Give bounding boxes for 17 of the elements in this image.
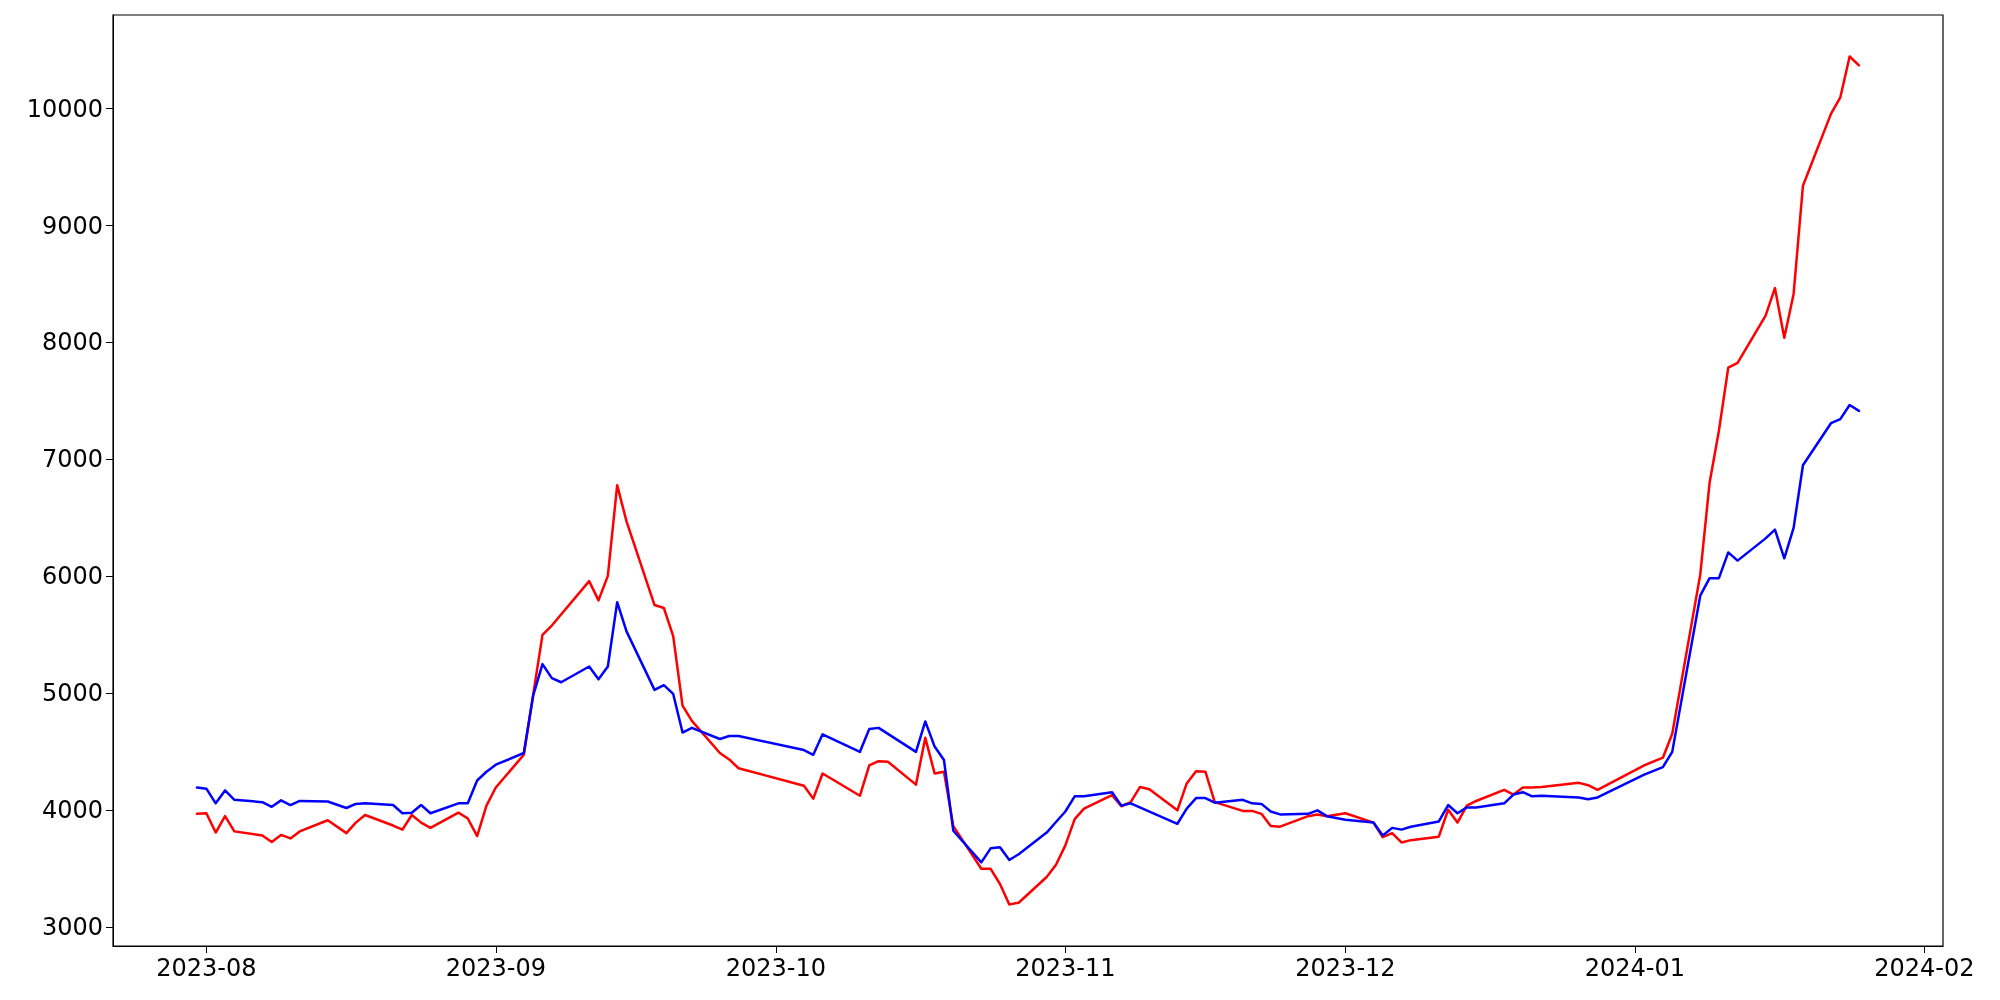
y-tick-label: 5000 xyxy=(41,679,103,708)
x-tick-label: 2023-12 xyxy=(1295,954,1396,982)
x-tick-label: 2024-01 xyxy=(1584,954,1686,982)
y-tick-label: 8000 xyxy=(41,328,103,357)
y-tick-label: 9000 xyxy=(41,211,103,240)
y-tick-label: 7000 xyxy=(41,445,103,474)
x-tick-label: 2023-10 xyxy=(725,954,827,982)
line-series xyxy=(195,55,1861,906)
x-tick-label: 2023-11 xyxy=(1015,954,1116,982)
x-tick-label: 2023-09 xyxy=(445,954,546,982)
line-series xyxy=(195,403,1861,864)
y-tick-label: 3000 xyxy=(41,913,103,942)
x-tick-label: 2024-02 xyxy=(1874,954,1975,982)
x-tick-label: 2023-08 xyxy=(156,954,257,982)
y-tick-label: 4000 xyxy=(41,796,103,825)
y-tick-label: 6000 xyxy=(41,562,103,591)
y-tick-label: 10000 xyxy=(26,94,103,123)
